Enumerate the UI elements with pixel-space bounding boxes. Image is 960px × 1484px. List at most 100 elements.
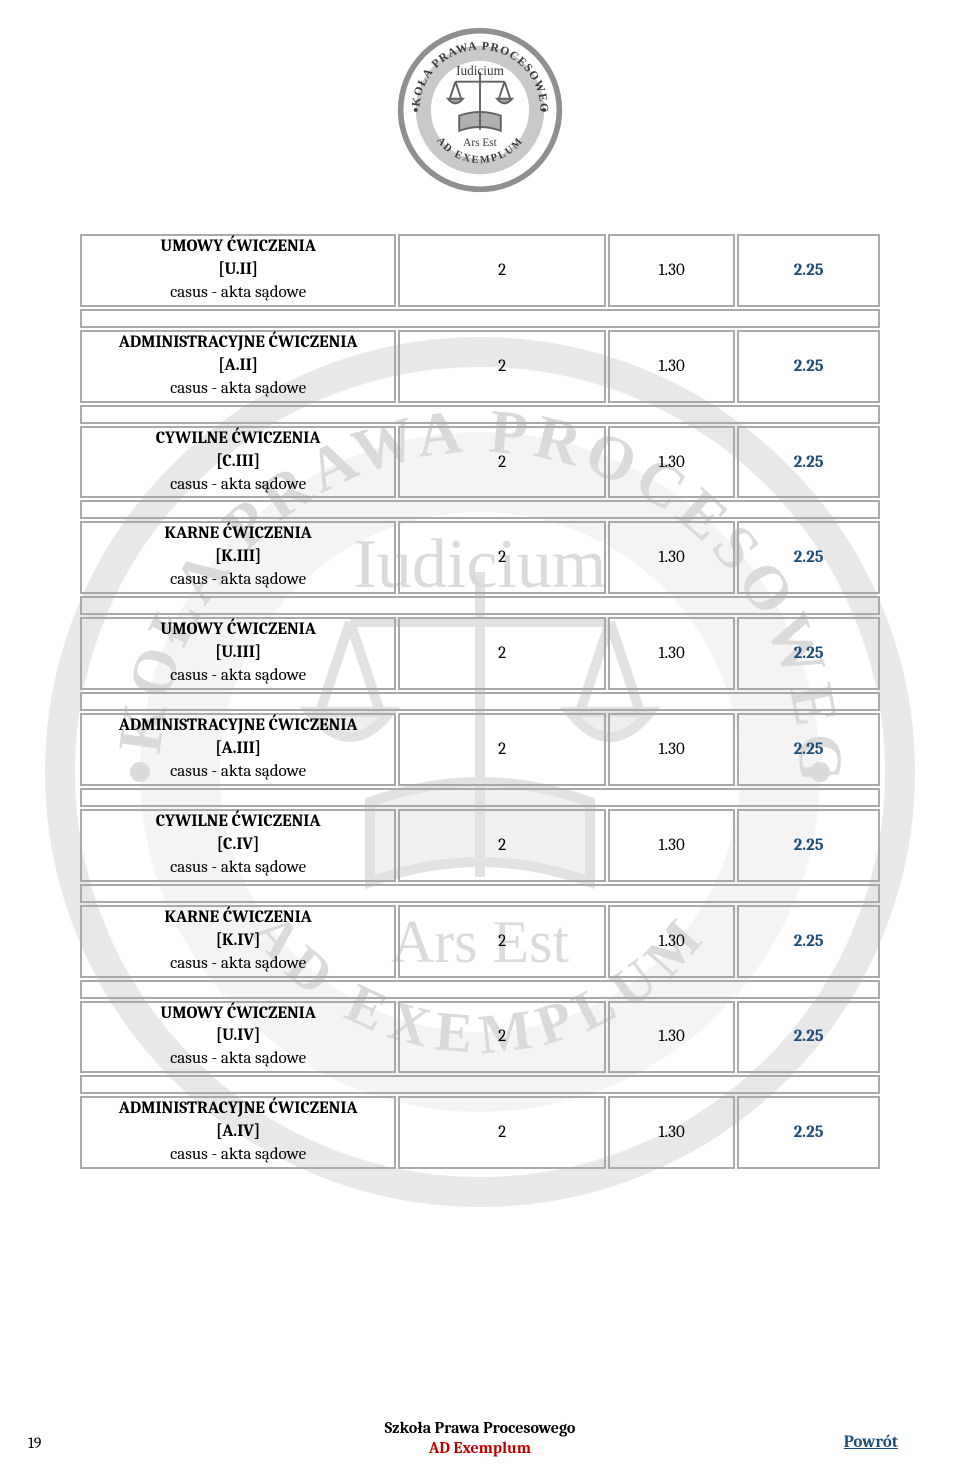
svg-text:Ars Est: Ars Est [463,137,498,149]
row-col4: 2.25 [737,521,880,594]
data-table: UMOWY ĆWICZENIA[U.II]casus - akta sądowe… [78,232,882,1171]
row-title: KARNE ĆWICZENIA [164,524,311,543]
row-col4: 2.25 [737,713,880,786]
gap-row [80,1075,880,1094]
row-col3: 1.30 [608,330,735,403]
row-title: UMOWY ĆWICZENIA [160,1004,315,1023]
row-description: ADMINISTRACYJNE ĆWICZENIA [A.III]casus - … [80,713,396,786]
gap-cell [80,692,880,711]
gap-cell [80,500,880,519]
row-subtitle: casus - akta sądowe [82,665,394,688]
row-col3: 1.30 [608,617,735,690]
row-col2: 2 [398,713,606,786]
page-number: 19 [28,1434,41,1452]
row-col2: 2 [398,1001,606,1074]
svg-text:Iudicium: Iudicium [456,63,504,78]
row-col2: 2 [398,426,606,499]
row-col4: 2.25 [737,330,880,403]
row-col3: 1.30 [608,809,735,882]
row-subtitle: casus - akta sądowe [82,953,394,976]
row-code: [U.IV] [82,1025,394,1048]
row-subtitle: casus - akta sądowe [82,474,394,497]
table-row: CYWILNE ĆWICZENIA [C.III]casus - akta sąd… [80,426,880,499]
table-row: ADMINISTRACYJNE ĆWICZENIA [A.III]casus - … [80,713,880,786]
row-code: [U.II] [82,259,394,282]
row-col4: 2.25 [737,1096,880,1169]
row-title: UMOWY ĆWICZENIA [160,620,315,639]
row-col3: 1.30 [608,426,735,499]
row-code: [A.IV] [82,1121,394,1144]
row-col2: 2 [398,809,606,882]
row-col2: 2 [398,330,606,403]
row-col2: 2 [398,617,606,690]
page-footer: 19 Szkoła Prawa Procesowego AD Exemplum … [0,1420,960,1462]
gap-row [80,405,880,424]
gap-row [80,884,880,903]
row-col3: 1.30 [608,234,735,307]
row-code: [A.II] [82,355,394,378]
row-col4: 2.25 [737,905,880,978]
row-title: CYWILNE ĆWICZENIA [156,429,321,448]
row-col2: 2 [398,1096,606,1169]
footer-center: Szkoła Prawa Procesowego AD Exemplum [385,1418,576,1458]
gap-row [80,500,880,519]
row-subtitle: casus - akta sądowe [82,857,394,880]
row-description: UMOWY ĆWICZENIA [U.III]casus - akta sądow… [80,617,396,690]
table-row: UMOWY ĆWICZENIA [U.II]casus - akta sądowe… [80,234,880,307]
content-area: UMOWY ĆWICZENIA[U.II]casus - akta sądowe… [78,232,882,1171]
row-description: ADMINISTRACYJNE ĆWICZENIA [A.IV]casus - a… [80,1096,396,1169]
gap-row [80,788,880,807]
row-col3: 1.30 [608,713,735,786]
row-col3: 1.30 [608,1001,735,1074]
row-code: [C.IV] [82,834,394,857]
row-subtitle: casus - akta sądowe [82,378,394,401]
row-col4: 2.25 [737,234,880,307]
row-code: [K.IV] [82,930,394,953]
row-title: ADMINISTRACYJNE ĆWICZENIA [119,1099,358,1118]
row-description: KARNE ĆWICZENIA [K.IV]casus - akta sądowe [80,905,396,978]
row-code: [A.III] [82,738,394,761]
gap-cell [80,788,880,807]
row-col2: 2 [398,234,606,307]
row-subtitle: casus - akta sądowe [82,1144,394,1167]
row-description: CYWILNE ĆWICZENIA [C.III]casus - akta sąd… [80,426,396,499]
footer-line2: AD Exemplum [429,1439,531,1457]
row-title: ADMINISTRACYJNE ĆWICZENIA [119,716,358,735]
gap-row [80,980,880,999]
row-code: [K.III] [82,546,394,569]
table-row: KARNE ĆWICZENIA[K.III]casus - akta sądow… [80,521,880,594]
row-title: ADMINISTRACYJNE ĆWICZENIA [119,333,358,352]
table-row: KARNE ĆWICZENIA [K.IV]casus - akta sądowe… [80,905,880,978]
gap-cell [80,884,880,903]
row-col3: 1.30 [608,521,735,594]
gap-cell [80,1075,880,1094]
row-subtitle: casus - akta sądowe [82,761,394,784]
row-subtitle: casus - akta sądowe [82,282,394,305]
table-row: UMOWY ĆWICZENIA [U.IV]casus - akta sądowe… [80,1001,880,1074]
row-description: KARNE ĆWICZENIA[K.III]casus - akta sądow… [80,521,396,594]
row-col4: 2.25 [737,809,880,882]
row-title: CYWILNE ĆWICZENIA [156,812,321,831]
row-description: UMOWY ĆWICZENIA [U.IV]casus - akta sądowe [80,1001,396,1074]
row-code: [U.III] [82,642,394,665]
row-col4: 2.25 [737,1001,880,1074]
row-col4: 2.25 [737,617,880,690]
gap-cell [80,596,880,615]
row-code: [C.III] [82,451,394,474]
gap-row [80,309,880,328]
row-title: KARNE ĆWICZENIA [164,908,311,927]
row-col2: 2 [398,521,606,594]
gap-cell [80,405,880,424]
return-link[interactable]: Powrót [844,1433,898,1452]
row-col4: 2.25 [737,426,880,499]
gap-cell [80,309,880,328]
footer-line1: Szkoła Prawa Procesowego [385,1419,576,1437]
table-row: UMOWY ĆWICZENIA [U.III]casus - akta sądow… [80,617,880,690]
row-col2: 2 [398,905,606,978]
row-title: UMOWY ĆWICZENIA [160,237,315,256]
row-description: UMOWY ĆWICZENIA [U.II]casus - akta sądowe [80,234,396,307]
table-row: CYWILNE ĆWICZENIA [C.IV]casus - akta sądo… [80,809,880,882]
gap-row [80,596,880,615]
row-subtitle: casus - akta sądowe [82,1048,394,1071]
table-row: ADMINISTRACYJNE ĆWICZENIA [A.IV]casus - a… [80,1096,880,1169]
